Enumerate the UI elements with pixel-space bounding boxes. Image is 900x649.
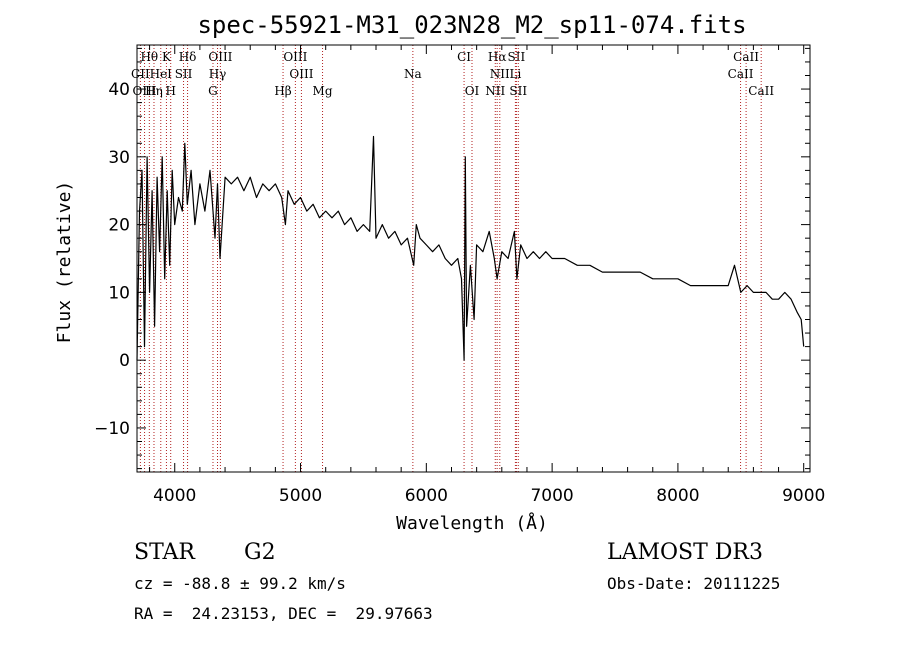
line-marker-label-19: Hη [145,84,163,98]
coordinates: RA = 24.23153, DEC = 29.97663 [134,604,433,623]
line-marker-label-25: NII [485,84,505,98]
line-marker-label-8: CaII [733,50,759,64]
line-marker-label-9: CII [131,67,150,81]
y-axis-label: Flux (relative) [54,181,75,344]
line-marker-label-2: Hδ [179,50,197,64]
line-marker-label-14: Na [404,67,422,81]
line-marker-label-17: CaII [728,67,754,81]
x-axis-label: Wavelength (Å) [396,512,548,534]
spectrum-series [136,135,805,361]
line-marker-label-13: OIII [289,67,313,81]
line-marker-label-16: Li [509,67,521,81]
x-tick-label-5: 9000 [782,486,825,506]
y-tick-label-3: 20 [108,216,130,236]
line-marker-label-12: Hγ [209,67,227,81]
y-tick-label-4: 30 [108,148,130,168]
spectrum-line [136,135,805,361]
x-tick-label-2: 6000 [405,486,448,506]
line-marker-label-6: Hα [488,50,507,64]
line-marker-label-20: H [165,84,175,98]
line-marker-label-3: OIII [208,50,232,64]
line-marker-label-1: K [162,50,172,64]
x-tick-label-4: 8000 [656,486,699,506]
line-marker-label-15: NII [490,67,510,81]
object-class: STAR [134,540,195,565]
line-marker-label-5: CI [457,50,471,64]
chart-title: spec-55921-M31_023N28_M2_sp11-074.fits [197,11,746,39]
y-tick-label-1: 0 [119,351,130,371]
axis-ticks: 4000 5000 6000 7000 8000 9000 −10 0 10 20 30 40 [94,45,825,506]
y-tick-label-5: 40 [108,80,130,100]
line-marker-label-18: OIII [133,84,157,98]
x-tick-label-3: 7000 [530,486,573,506]
x-tick-label-0: 4000 [153,486,196,506]
observation-date: Obs-Date: 20111225 [607,574,781,593]
x-tick-label-1: 5000 [279,486,322,506]
y-tick-label-2: 10 [108,283,130,303]
line-marker-label-4: OIII [283,50,307,64]
y-tick-label-0: −10 [94,419,130,439]
line-marker-label-21: G [208,84,218,98]
object-subclass: G2 [244,540,276,565]
plot-frame [136,44,811,473]
line-marker-label-26: SII [509,84,527,98]
line-marker-label-0: Hθ [140,50,158,64]
line-marker-label-10: HeI [150,67,173,81]
survey-name: LAMOST DR3 [607,540,763,565]
line-marker-label-27: CaII [748,84,774,98]
line-marker-label-22: Hβ [274,84,291,98]
redshift-value: cz = -88.8 ± 99.2 km/s [134,574,346,593]
line-marker-label-23: Mg [313,84,333,98]
line-marker-label-24: OI [465,84,480,98]
line-marker-label-11: SII [175,67,193,81]
line-marker-label-7: SII [508,50,526,64]
